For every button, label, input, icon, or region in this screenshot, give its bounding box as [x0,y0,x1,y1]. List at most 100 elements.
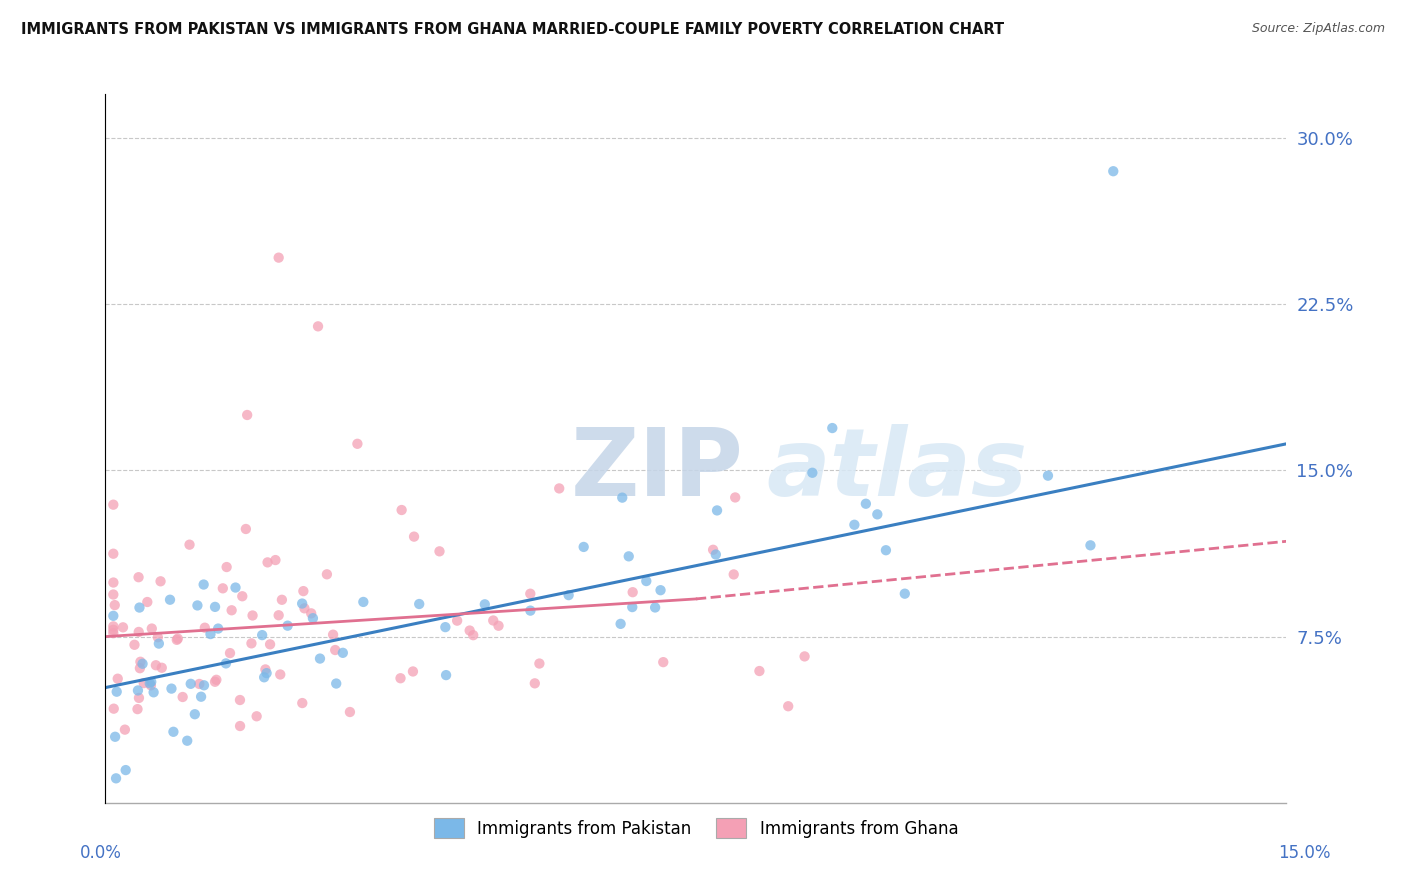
Point [269,667,291,681]
Point [644,600,666,615]
Point [866,508,889,522]
Point [523,676,546,690]
Point [128,570,150,584]
Point [778,699,800,714]
Point [136,595,159,609]
Text: ZIP: ZIP [571,424,744,516]
Point [391,503,413,517]
Point [652,655,675,669]
Point [215,560,238,574]
Point [621,600,644,615]
Point [277,618,299,632]
Point [322,628,344,642]
Point [103,588,125,602]
Point [141,622,163,636]
Point [429,544,451,558]
Point [149,574,172,589]
Point [267,608,290,623]
Point [129,655,152,669]
Point [723,567,745,582]
Point [236,408,259,422]
Point [142,685,165,699]
Point [389,671,412,685]
Point [636,574,658,588]
Point [299,607,322,621]
Point [875,543,897,558]
Point [211,582,233,596]
Point [166,632,188,647]
Point [235,522,257,536]
Point [132,676,155,690]
Point [128,600,150,615]
Point [139,676,162,690]
Point [402,665,425,679]
Point [894,587,917,601]
Point [801,466,824,480]
Point [104,730,127,744]
Point [519,587,541,601]
Point [105,772,128,786]
Point [215,657,238,671]
Point [621,585,644,599]
Point [105,684,128,698]
Point [207,622,229,636]
Point [617,549,640,564]
Point [1036,468,1059,483]
Point [107,672,129,686]
Point [488,619,510,633]
Point [225,581,247,595]
Point [474,597,496,611]
Point [844,517,866,532]
Point [352,595,374,609]
Point [702,542,724,557]
Point [184,707,207,722]
Point [309,651,332,665]
Point [160,681,183,696]
Point [200,627,222,641]
Point [103,575,125,590]
Point [104,598,127,612]
Point [103,623,125,637]
Point [114,723,136,737]
Point [557,588,579,602]
Point [145,658,167,673]
Point [141,674,163,689]
Point [458,624,481,638]
Point [127,702,149,716]
Point [612,491,634,505]
Text: 0.0%: 0.0% [80,844,122,862]
Point [254,662,277,676]
Point [162,724,184,739]
Point [704,548,727,562]
Point [103,701,125,715]
Text: Source: ZipAtlas.com: Source: ZipAtlas.com [1251,22,1385,36]
Point [706,503,728,517]
Point [128,624,150,639]
Point [609,616,631,631]
Point [242,608,264,623]
Point [124,638,146,652]
Point [103,547,125,561]
Point [139,678,162,692]
Point [463,628,485,642]
Point [172,690,194,704]
Point [166,632,188,646]
Point [111,620,134,634]
Point [128,690,150,705]
Point [103,626,125,640]
Point [1102,164,1125,178]
Point [256,666,278,681]
Point [346,437,368,451]
Point [186,599,208,613]
Point [270,592,292,607]
Point [127,683,149,698]
Point [194,621,217,635]
Point [204,599,226,614]
Point [204,674,226,689]
Point [294,601,316,615]
Point [307,319,329,334]
Point [148,637,170,651]
Point [316,567,339,582]
Point [221,603,243,617]
Point [129,661,152,675]
